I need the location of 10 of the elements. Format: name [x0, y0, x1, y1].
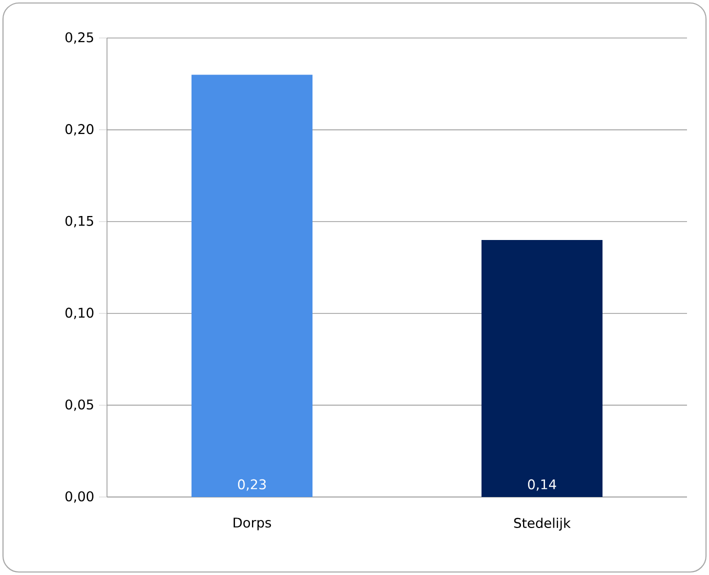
y-tick-label: 0,10	[65, 308, 94, 320]
y-tick-label: 0,00	[65, 491, 94, 503]
y-tick-label: 0,15	[65, 216, 94, 228]
data-label: 0,14	[528, 479, 556, 491]
x-tick-label: Dorps	[234, 518, 272, 530]
x-tick-label: Stedelijk	[514, 518, 571, 531]
data-label: 0,23	[238, 479, 266, 491]
y-tick-label: 0,25	[65, 32, 94, 44]
y-tick-label: 0,20	[65, 124, 94, 136]
y-tick-label: 0,05	[65, 399, 94, 411]
